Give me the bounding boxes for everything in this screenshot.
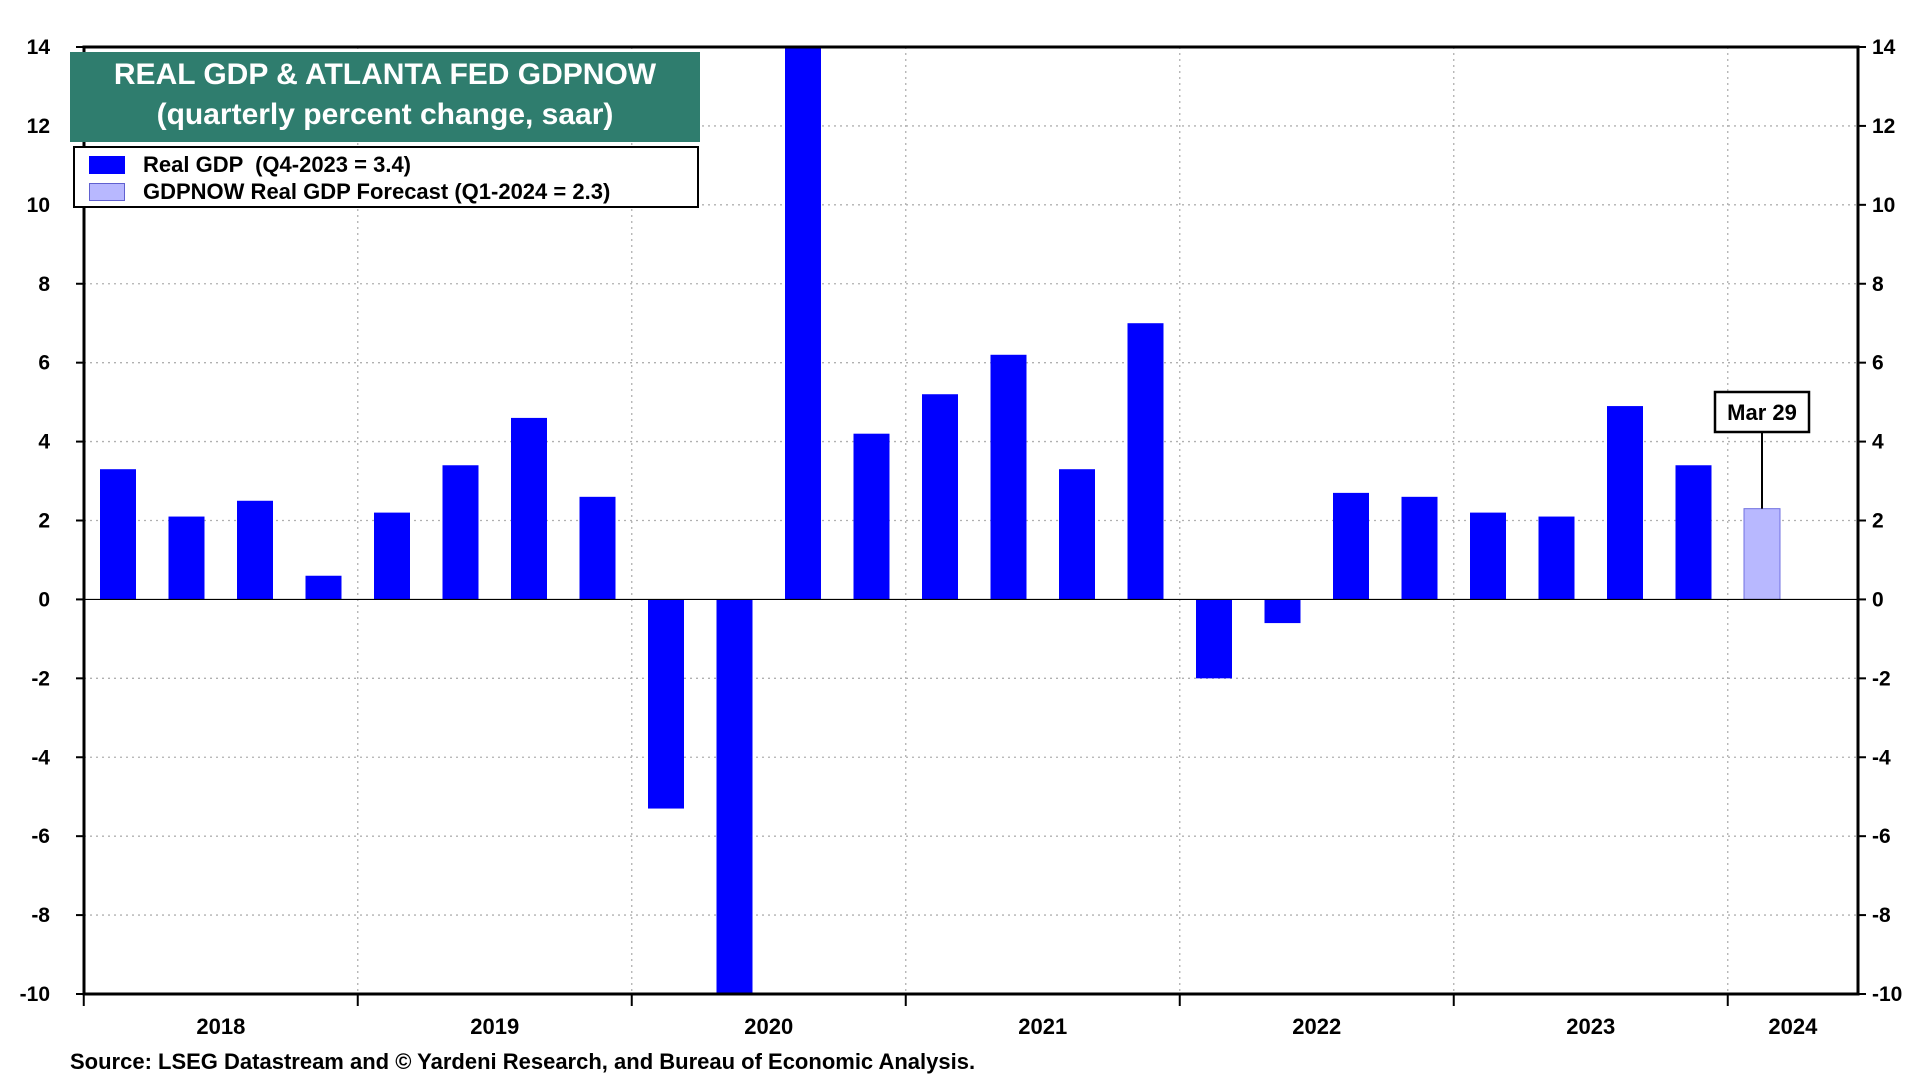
bar-real-gdp (716, 599, 753, 993)
bar-real-gdp (1127, 323, 1164, 600)
y-tick-label-right: 0 (1872, 588, 1884, 611)
bar-real-gdp (1470, 512, 1506, 600)
x-year-label: 2020 (744, 1014, 793, 1039)
bar-real-gdp (1675, 465, 1712, 600)
bar-real-gdp (305, 575, 342, 600)
bar-real-gdp (1264, 599, 1301, 624)
bar-real-gdp (1538, 516, 1575, 600)
y-tick-label-left: 0 (38, 588, 50, 611)
bar-real-gdp (374, 512, 410, 600)
bar-real-gdp (442, 465, 479, 600)
y-tick-label-left: 4 (38, 431, 50, 454)
x-year-label: 2021 (1018, 1014, 1067, 1039)
bar-real-gdp (579, 496, 616, 600)
y-tick-label-right: 8 (1872, 273, 1884, 296)
y-tick-label-left: -10 (20, 983, 50, 1006)
legend-item-real-gdp: Real GDP (Q4-2023 = 3.4) (89, 152, 411, 178)
y-tick-label-left: -4 (31, 746, 50, 769)
y-tick-label-right: -4 (1872, 746, 1891, 769)
y-tick-label-right: -2 (1872, 667, 1891, 690)
bar-real-gdp (1401, 496, 1438, 600)
y-tick-label-left: 2 (38, 510, 50, 533)
bar-real-gdp (1196, 599, 1232, 679)
legend-label-real-gdp: Real GDP (Q4-2023 = 3.4) (143, 152, 412, 177)
bar-real-gdp (511, 417, 547, 600)
y-tick-label-right: 12 (1872, 115, 1895, 138)
x-year-label: 2018 (196, 1014, 245, 1039)
bar-real-gdp (1333, 492, 1369, 600)
y-tick-label-right: -10 (1872, 983, 1902, 1006)
bar-real-gdp (1607, 406, 1643, 600)
y-tick-label-left: 14 (27, 36, 51, 59)
y-tick-label-right: -6 (1872, 825, 1891, 848)
y-tick-label-left: -2 (31, 667, 50, 690)
bar-real-gdp (922, 394, 958, 600)
annotation-label: Mar 29 (1727, 400, 1797, 425)
bar-real-gdp (100, 469, 136, 600)
y-tick-label-right: 6 (1872, 352, 1884, 375)
y-tick-label-left: 12 (27, 115, 50, 138)
bar-real-gdp (168, 516, 205, 600)
legend-item-gdpnow: GDPNOW Real GDP Forecast (Q1-2024 = 2.3) (89, 179, 610, 205)
y-tick-label-left: 6 (38, 352, 50, 375)
y-tick-label-right: 4 (1872, 431, 1884, 454)
legend-swatch-real-gdp (89, 156, 125, 174)
legend-label-gdpnow: GDPNOW Real GDP Forecast (Q1-2024 = 2.3) (143, 179, 611, 204)
y-tick-label-right: 14 (1872, 36, 1896, 59)
source-note: Source: LSEG Datastream and © Yardeni Re… (70, 1049, 976, 1074)
y-tick-label-left: -6 (31, 825, 50, 848)
y-tick-label-left: 10 (27, 194, 50, 217)
bar-real-gdp (1059, 469, 1095, 600)
axes: 14 14 12 12 10 10 8 8 6 6 4 4 2 2 0 0 -2 -2 -4 -4 -6 -6 -8 -8 -1… (20, 36, 1903, 1039)
x-year-label: 2019 (470, 1014, 519, 1039)
bars (100, 48, 1781, 993)
bar-real-gdp (853, 433, 890, 600)
y-tick-label-right: 10 (1872, 194, 1895, 217)
chart-title: REAL GDP & ATLANTA FED GDPNOW (113, 58, 657, 91)
x-year-label: 2024 (1768, 1014, 1818, 1039)
y-tick-label-left: 8 (38, 273, 50, 296)
bar-real-gdp (785, 48, 821, 600)
x-year-label: 2022 (1292, 1014, 1341, 1039)
y-tick-label-right: -8 (1872, 904, 1891, 927)
y-tick-label-right: 2 (1872, 510, 1884, 533)
chart-title-box: REAL GDP & ATLANTA FED GDPNOW (quarterly… (70, 52, 700, 142)
bar-real-gdp (990, 354, 1027, 600)
annotation-box (1713, 390, 1811, 434)
bar-real-gdp (648, 599, 684, 809)
legend: Real GDP (Q4-2023 = 3.4) GDPNOW Real GDP… (73, 146, 699, 208)
legend-swatch-gdpnow (89, 183, 125, 201)
y-tick-label-left: -8 (31, 904, 50, 927)
bar-real-gdp (237, 500, 273, 600)
annotation: Mar 29 (1713, 390, 1811, 509)
x-year-label: 2023 (1566, 1014, 1615, 1039)
bar-gdpnow-forecast (1743, 508, 1781, 600)
chart-subtitle: (quarterly percent change, saar) (156, 98, 614, 131)
